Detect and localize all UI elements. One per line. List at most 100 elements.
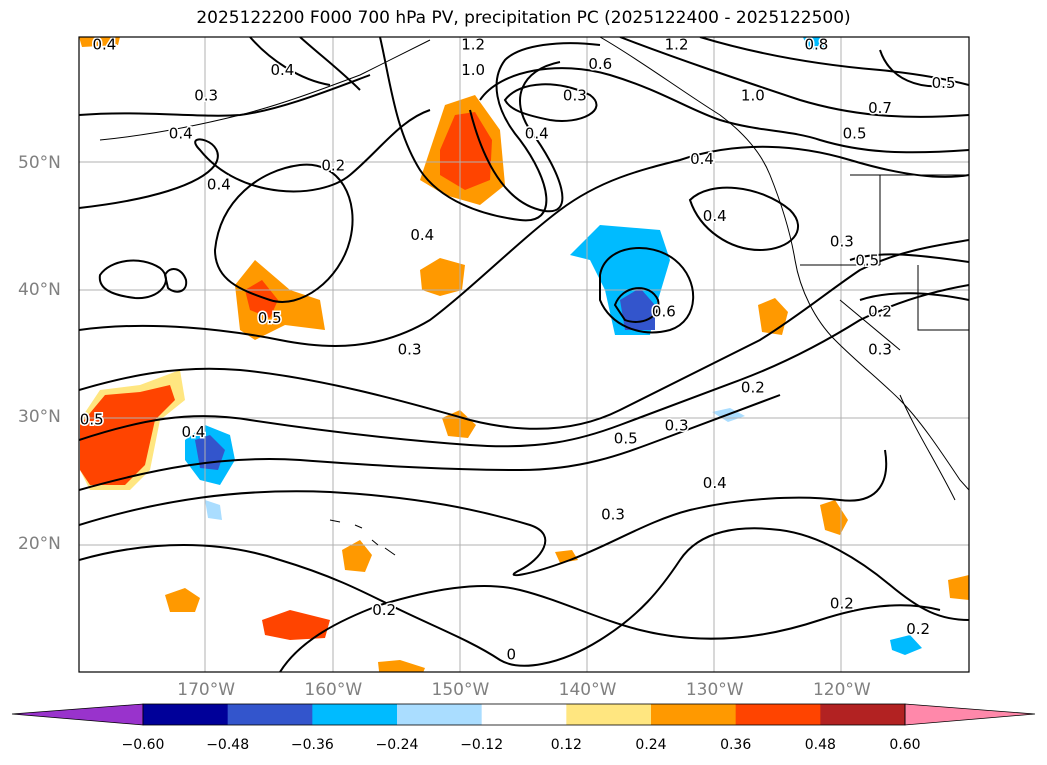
pv-contours	[79, 37, 969, 672]
pv-contour-line	[859, 292, 969, 301]
precip-fills	[79, 37, 969, 672]
pv-contour-line	[688, 186, 800, 252]
pv-contour-line	[619, 37, 969, 118]
pv-contour-label: 0.7	[868, 99, 892, 117]
colorbar-extend-min	[11, 703, 144, 726]
pv-contour-line	[879, 49, 951, 88]
colorbar-tick-label: 0.60	[889, 737, 921, 753]
longitude-label: 160°W	[304, 680, 363, 700]
precip-positive-area	[235, 260, 325, 340]
colorbar-tick-label: 0.24	[635, 737, 667, 753]
precip-heavy-area	[440, 112, 492, 190]
longitude-label: 120°W	[812, 680, 871, 700]
pv-contour-line	[613, 287, 660, 323]
precip-positive-area	[165, 588, 200, 612]
latitude-label: 50°N	[18, 153, 61, 173]
precip-positive-area	[758, 298, 788, 335]
colorbar-segment	[397, 704, 483, 725]
longitude-label: 140°W	[558, 680, 617, 700]
precip-positive-area	[442, 410, 476, 438]
colorbar	[11, 703, 1036, 726]
map-plot: 0.4 0.3 0.4 0.4 0.2 0.4 1.2 1.0 0.3 0.4 0.6 1.2 1.0 0…	[78, 36, 970, 673]
pv-contour-line	[279, 585, 941, 672]
colorbar-segment	[820, 704, 906, 725]
colorbar-tick-label: −0.48	[206, 737, 250, 753]
colorbar-segment	[481, 704, 567, 725]
pv-contour-label: 0.4	[525, 125, 549, 143]
longitude-label: 130°W	[685, 680, 744, 700]
pv-contour-line	[479, 67, 969, 154]
pv-contour-line	[79, 145, 969, 347]
pv-contour-label: 0.4	[181, 423, 205, 441]
colorbar-segment	[651, 704, 737, 725]
state-border	[917, 265, 969, 331]
longitude-label: 150°W	[431, 680, 490, 700]
pv-contour-line	[79, 527, 969, 667]
hawaiian-islands	[329, 519, 396, 556]
pv-contour-line	[79, 109, 431, 209]
state-border	[839, 299, 901, 351]
precip-positive-area	[948, 575, 969, 600]
colorbar-segments	[11, 703, 1036, 726]
pv-contour-label: 0.6	[588, 55, 612, 73]
precip-positive-area	[205, 500, 222, 520]
colorbar-tick-label: −0.36	[290, 737, 334, 753]
pv-contour-label: 0.5	[855, 252, 879, 270]
map-frame	[78, 36, 970, 673]
pv-contour-label: 1.2	[461, 36, 485, 54]
pv-contour-line	[79, 74, 371, 117]
colorbar-extend-max	[904, 703, 1036, 726]
pv-contour-label: 0.4	[169, 125, 193, 143]
pv-contour-label: 0.3	[398, 341, 422, 359]
pv-contour-labels: 0.4 0.3 0.4 0.4 0.2 0.4 1.2 1.0 0.3 0.4 0.6 1.2 1.0 0…	[79, 36, 957, 665]
colorbar-segment	[227, 704, 313, 725]
colorbar-outline	[142, 703, 906, 726]
pv-contour-line	[379, 37, 601, 222]
pv-contour-label: 0.2	[741, 379, 765, 397]
colorbar-tick-label: −0.60	[121, 737, 165, 753]
latitude-label: 30°N	[18, 407, 61, 427]
pv-contour-label: 0.4	[690, 150, 714, 168]
pv-contour-label: 0.3	[868, 341, 892, 359]
precip-positive-area	[378, 660, 425, 672]
precip-positive-area	[79, 37, 120, 47]
aleutian-islands	[99, 39, 431, 141]
pv-contour-label: 0	[507, 645, 517, 663]
pv-contour-label: 0.4	[92, 36, 116, 54]
pv-contour-label: 0.5	[932, 74, 956, 92]
pv-contour-label: 0.4	[207, 175, 231, 193]
coastlines	[99, 37, 969, 556]
colorbar-tick-label: −0.24	[375, 737, 419, 753]
pv-contour-label: 1.2	[665, 36, 689, 54]
pv-contour-label: 0.4	[703, 474, 727, 492]
pv-contour-label: 0.5	[258, 309, 282, 327]
pv-contour-label: 1.0	[461, 61, 485, 79]
north-america-coastline	[599, 37, 969, 491]
pv-contour-label: 0.8	[804, 36, 828, 54]
pv-contour-label: 0.4	[270, 61, 294, 79]
precip-negative-area	[890, 635, 922, 655]
pv-contour-line	[849, 253, 969, 263]
pv-contour-line	[599, 247, 695, 334]
pv-contour-label: 0.4	[410, 226, 434, 244]
precip-positive-area	[342, 540, 372, 572]
pv-contour-line	[79, 394, 781, 491]
colorbar-tick-label: 0.12	[550, 737, 582, 753]
pv-contour-line	[79, 284, 969, 448]
pv-contour-label: 1.0	[741, 87, 765, 105]
pv-contour-label: 0.2	[868, 302, 892, 320]
latitude-label: 40°N	[18, 280, 61, 300]
pv-contour-label: 0.2	[906, 620, 930, 638]
pv-contour-label: 0.3	[601, 506, 625, 524]
precip-positive-area	[420, 258, 465, 296]
pv-contour-line	[98, 259, 167, 300]
pv-contour-label: 0.3	[194, 87, 218, 105]
colorbar-segment	[312, 704, 398, 725]
map-title: 2025122200 F000 700 hPa PV, precipitatio…	[196, 8, 851, 28]
pv-contour-label: 0.2	[372, 601, 396, 619]
pv-contour-label: 0.4	[703, 207, 727, 225]
pv-contour-label: 0.6	[652, 302, 676, 320]
pv-contour-label: 0.2	[830, 595, 854, 613]
colorbar-tick-label: −0.12	[460, 737, 504, 753]
pv-contour-line	[699, 37, 969, 86]
